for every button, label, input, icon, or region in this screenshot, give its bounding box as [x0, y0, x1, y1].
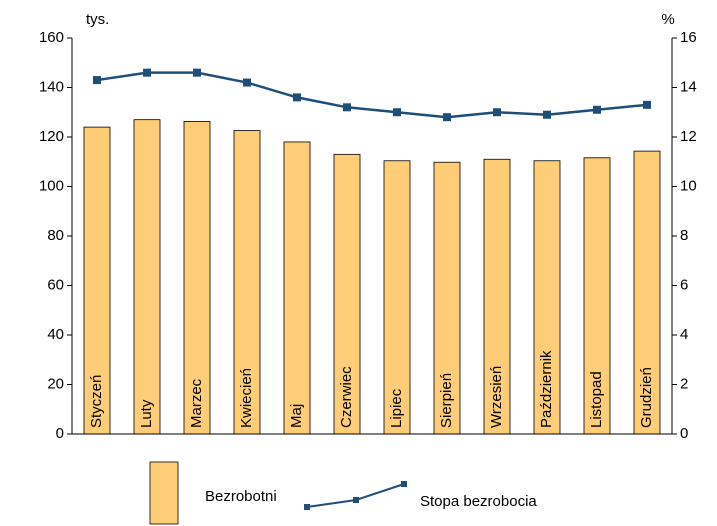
- line-marker: [193, 68, 201, 77]
- bar: [583, 157, 611, 435]
- line-marker: [343, 103, 351, 112]
- line-marker: [643, 100, 651, 109]
- x-tick-label: Styczeń: [88, 375, 105, 428]
- line-marker: [543, 110, 551, 119]
- y-tick-label: 120: [39, 128, 64, 145]
- x-tick-label: Październik: [538, 350, 555, 428]
- line-marker: [143, 68, 151, 77]
- bar: [633, 150, 661, 435]
- bar: [83, 126, 111, 435]
- legend-marker: [304, 504, 310, 510]
- bar: [183, 121, 211, 435]
- y2-tick-label: 12: [680, 128, 697, 145]
- y-axis-label: tys.: [86, 11, 109, 28]
- x-tick-label: Kwiecień: [238, 368, 255, 428]
- y-tick-label: 60: [47, 276, 64, 293]
- x-tick-label: Lipiec: [388, 388, 405, 428]
- x-tick-label: Czerwiec: [338, 366, 355, 428]
- legend-marker: [401, 481, 407, 487]
- x-tick-label: Sierpień: [438, 373, 455, 428]
- line: [96, 71, 648, 119]
- line-marker: [443, 113, 451, 122]
- x-tick-label: Marzec: [188, 378, 205, 428]
- bar: [433, 161, 461, 435]
- y-tick-label: 20: [47, 375, 64, 392]
- y2-tick-label: 0: [680, 425, 688, 442]
- line-marker: [493, 108, 501, 117]
- bar: [133, 119, 161, 435]
- bar: [533, 160, 561, 435]
- bar: [483, 158, 511, 435]
- x-tick-label: Listopad: [588, 371, 605, 428]
- bar: [283, 141, 311, 435]
- line-marker: [93, 76, 101, 85]
- y-tick-label: 80: [47, 227, 64, 244]
- x-tick-label: Grudzień: [638, 367, 655, 428]
- y-tick-label: 40: [47, 326, 64, 343]
- bar: [333, 153, 361, 435]
- y-tick-label: 100: [39, 177, 64, 194]
- bar: [383, 160, 411, 435]
- legend-label: Bezrobotni: [205, 488, 277, 505]
- line-marker: [593, 105, 601, 114]
- y2-tick-label: 2: [680, 375, 688, 392]
- y-tick-label: 140: [39, 78, 64, 95]
- y2-axis-label: %: [661, 11, 674, 28]
- y2-tick-label: 4: [680, 326, 688, 343]
- line-marker: [293, 93, 301, 102]
- y2-tick-label: 6: [680, 276, 688, 293]
- line-marker: [243, 78, 251, 87]
- y2-tick-label: 10: [680, 177, 697, 194]
- legend-label: Stopa bezrobocia: [420, 493, 537, 510]
- x-tick-label: Luty: [138, 399, 155, 428]
- legend-marker: [353, 497, 359, 503]
- y2-tick-label: 8: [680, 227, 688, 244]
- y2-tick-label: 16: [680, 29, 697, 46]
- y-tick-label: 160: [39, 29, 64, 46]
- bar: [233, 130, 261, 435]
- line-marker: [393, 108, 401, 117]
- x-tick-label: Maj: [288, 404, 305, 428]
- legend-swatch: [149, 461, 179, 525]
- x-tick-label: Wrzesień: [488, 366, 505, 428]
- legend-line: [306, 483, 405, 508]
- y2-tick-label: 14: [680, 78, 697, 95]
- y-tick-label: 0: [56, 425, 64, 442]
